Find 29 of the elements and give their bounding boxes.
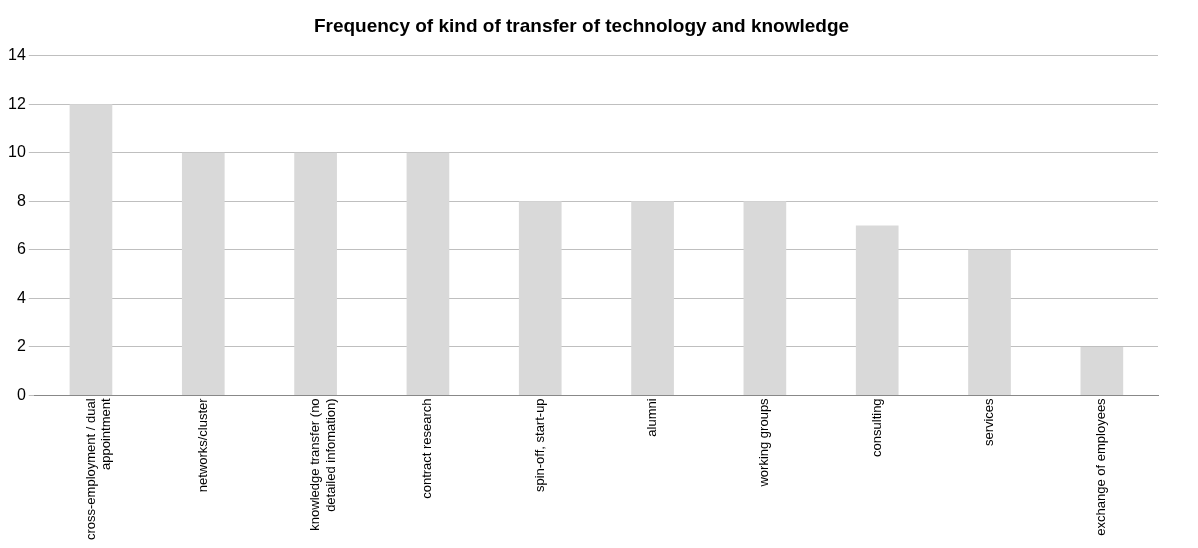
x-tick-label: knowledge transfer (no detailed infomation) [307, 398, 338, 531]
x-tick-label: cross-employment / dual appointment [82, 398, 114, 541]
chart-title: Frequency of kind of transfer of technology and knowledge [313, 14, 850, 36]
y-tick-label: 4 [16, 288, 26, 306]
bar [69, 104, 113, 395]
bar [181, 152, 225, 395]
y-tick-label: 10 [8, 143, 26, 161]
bar [743, 201, 787, 395]
x-tick-label: alumni [644, 398, 660, 437]
y-tick-label: 12 [8, 94, 26, 112]
x-tick-label: networks/cluster [194, 397, 210, 493]
x-tick-label: services [981, 397, 997, 447]
y-tick-label: 14 [8, 46, 26, 64]
y-tick-label: 0 [16, 385, 26, 403]
y-tick-label: 8 [16, 191, 26, 209]
bar [294, 152, 337, 395]
y-tick-label: 6 [16, 240, 26, 258]
x-tick-label: spin-off, start-up [531, 398, 547, 493]
bar [855, 225, 899, 395]
x-tick-label: exchange of employees [1093, 397, 1109, 536]
bar [518, 201, 562, 395]
x-tick-label: consulting [868, 398, 884, 457]
x-tick-label: contract research [419, 398, 435, 499]
bar [631, 201, 674, 395]
bar [1080, 346, 1124, 395]
bar [406, 152, 450, 395]
x-tick-label: working groups [756, 397, 772, 488]
bar [968, 249, 1011, 395]
y-tick-label: 2 [16, 337, 26, 355]
